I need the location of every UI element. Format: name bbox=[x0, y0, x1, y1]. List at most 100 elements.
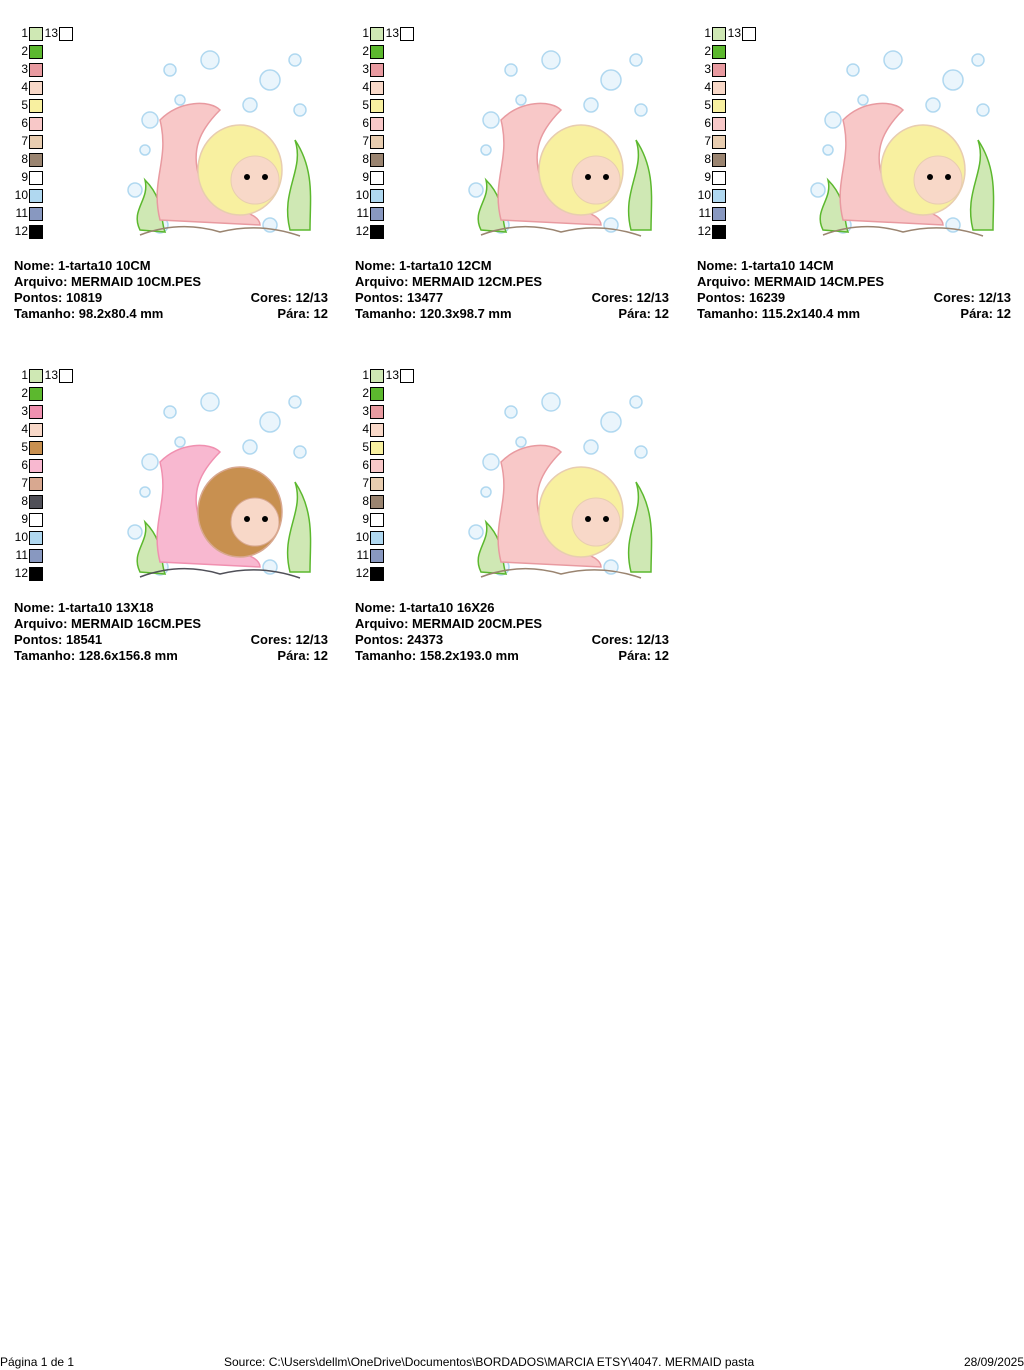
seaweed bbox=[627, 139, 653, 231]
swatch-color bbox=[370, 135, 384, 149]
info-nome: Nome: 1-tarta10 14CM bbox=[697, 258, 834, 273]
swatch-color bbox=[400, 369, 414, 383]
swatch-number: 6 bbox=[362, 458, 369, 472]
swatch-number: 8 bbox=[21, 494, 28, 508]
bubble bbox=[139, 144, 151, 156]
swatch-color bbox=[742, 27, 756, 41]
swatch-number: 10 bbox=[355, 530, 369, 544]
swatch-number: 5 bbox=[704, 98, 711, 112]
swatch-number: 9 bbox=[704, 170, 711, 184]
swatch-color bbox=[29, 423, 43, 437]
bubble bbox=[810, 182, 826, 198]
swatch-color bbox=[29, 549, 43, 563]
info-cores: Cores: 12/13 bbox=[250, 290, 328, 305]
swatch-number: 9 bbox=[362, 170, 369, 184]
swatch-number: 7 bbox=[21, 134, 28, 148]
info-tamanho: Tamanho: 128.6x156.8 mm bbox=[14, 648, 178, 663]
seaweed bbox=[477, 177, 508, 233]
embroidery-preview bbox=[468, 392, 653, 579]
swatch-number: 3 bbox=[21, 62, 28, 76]
swatch-number: 7 bbox=[362, 476, 369, 490]
footer-date: 28/09/2025 bbox=[963, 1355, 1024, 1369]
swatch-number: 4 bbox=[21, 422, 28, 436]
swatch-number: 2 bbox=[21, 44, 28, 58]
swatch-number: 1 bbox=[21, 368, 28, 382]
seaweed bbox=[819, 177, 850, 233]
swatch-number: 10 bbox=[14, 188, 28, 202]
swatch-color bbox=[29, 207, 43, 221]
info-nome: Nome: 1-tarta10 12CM bbox=[355, 258, 492, 273]
bubble bbox=[127, 524, 143, 540]
swatch-color bbox=[29, 171, 43, 185]
seaweed bbox=[969, 139, 995, 231]
rocks bbox=[139, 225, 301, 237]
swatch-color bbox=[712, 27, 726, 41]
swatch-number: 11 bbox=[356, 548, 369, 562]
seaweed bbox=[286, 139, 312, 231]
swatch-number: 1 bbox=[704, 26, 711, 40]
design-card: 1 2 3 4 5 6 7 8 9 10 11 12 13 Nome: 1-tarta10 16X26 Ar… bbox=[355, 368, 669, 668]
design-card: 1 2 3 4 5 6 7 8 9 10 11 12 13 Nome: 1-tarta10 14CM Arq… bbox=[697, 26, 1011, 326]
mermaid-eye bbox=[585, 174, 591, 180]
bubble bbox=[200, 392, 220, 412]
design-card: 1 2 3 4 5 6 7 8 9 10 11 12 13 Nome: 1-tarta10 12CM Arq… bbox=[355, 26, 669, 326]
swatch-number: 4 bbox=[362, 422, 369, 436]
mermaid-eye bbox=[945, 174, 951, 180]
swatch-color bbox=[29, 495, 43, 509]
swatch-number: 6 bbox=[362, 116, 369, 130]
swatch-color bbox=[370, 495, 384, 509]
bubble bbox=[468, 182, 484, 198]
swatch-color bbox=[370, 189, 384, 203]
bubble bbox=[480, 144, 492, 156]
swatch-color bbox=[712, 117, 726, 131]
mermaid-eye bbox=[603, 174, 609, 180]
swatch-number: 10 bbox=[355, 188, 369, 202]
mermaid-face bbox=[571, 155, 621, 205]
bubble bbox=[163, 63, 177, 77]
swatch-number: 1 bbox=[362, 26, 369, 40]
seaweed bbox=[136, 177, 167, 233]
swatch-number: 4 bbox=[704, 80, 711, 94]
rocks bbox=[139, 567, 301, 579]
bubble bbox=[824, 111, 842, 129]
bubble bbox=[293, 103, 307, 117]
swatch-number: 13 bbox=[44, 368, 58, 382]
swatch-number: 11 bbox=[356, 206, 369, 220]
info-arquivo: Arquivo: MERMAID 20CM.PES bbox=[355, 616, 543, 631]
swatch-number: 1 bbox=[21, 26, 28, 40]
seaweed bbox=[286, 481, 312, 573]
swatch-number: 8 bbox=[21, 152, 28, 166]
info-cores: Cores: 12/13 bbox=[591, 632, 669, 647]
swatch-color bbox=[712, 135, 726, 149]
info-cores: Cores: 12/13 bbox=[933, 290, 1011, 305]
swatch-color bbox=[370, 459, 384, 473]
mermaid-eye bbox=[927, 174, 933, 180]
swatch-number: 11 bbox=[15, 206, 28, 220]
info-pontos: Pontos: 18541 bbox=[14, 632, 103, 647]
swatch-color bbox=[29, 387, 43, 401]
bubble bbox=[971, 53, 985, 67]
bubble bbox=[482, 111, 500, 129]
swatch-number: 12 bbox=[14, 224, 28, 238]
swatch-color bbox=[29, 45, 43, 59]
swatch-number: 2 bbox=[21, 386, 28, 400]
swatch-color bbox=[59, 369, 73, 383]
embroidery-preview bbox=[127, 392, 312, 579]
swatch-color bbox=[29, 225, 43, 239]
info-para: Pára: 12 bbox=[960, 306, 1011, 321]
swatch-number: 8 bbox=[704, 152, 711, 166]
swatch-number: 11 bbox=[15, 548, 28, 562]
info-nome: Nome: 1-tarta10 10CM bbox=[14, 258, 151, 273]
mermaid-face bbox=[571, 497, 621, 547]
swatch-color bbox=[59, 27, 73, 41]
bubble bbox=[942, 69, 964, 91]
swatch-number: 8 bbox=[362, 152, 369, 166]
swatch-number: 13 bbox=[385, 26, 399, 40]
bubble bbox=[600, 69, 622, 91]
bubble bbox=[629, 53, 643, 67]
info-arquivo: Arquivo: MERMAID 12CM.PES bbox=[355, 274, 543, 289]
swatch-color bbox=[370, 27, 384, 41]
bubble bbox=[504, 63, 518, 77]
bubble bbox=[883, 50, 903, 70]
swatch-number: 5 bbox=[21, 440, 28, 454]
